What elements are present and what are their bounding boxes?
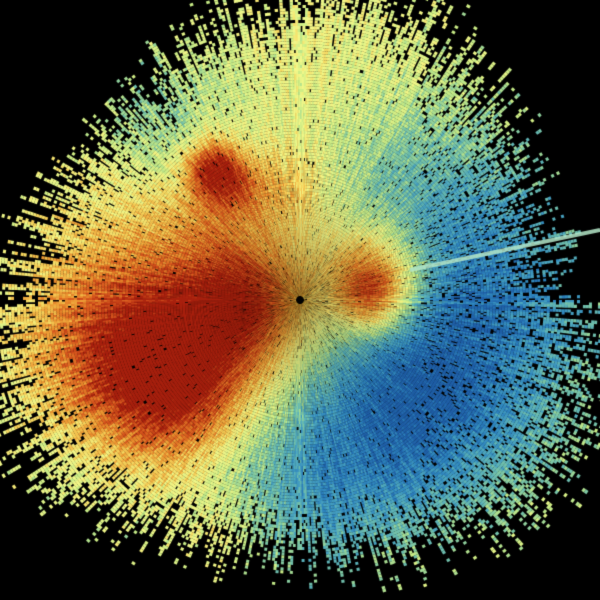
radar-sweep-image <box>0 0 600 600</box>
